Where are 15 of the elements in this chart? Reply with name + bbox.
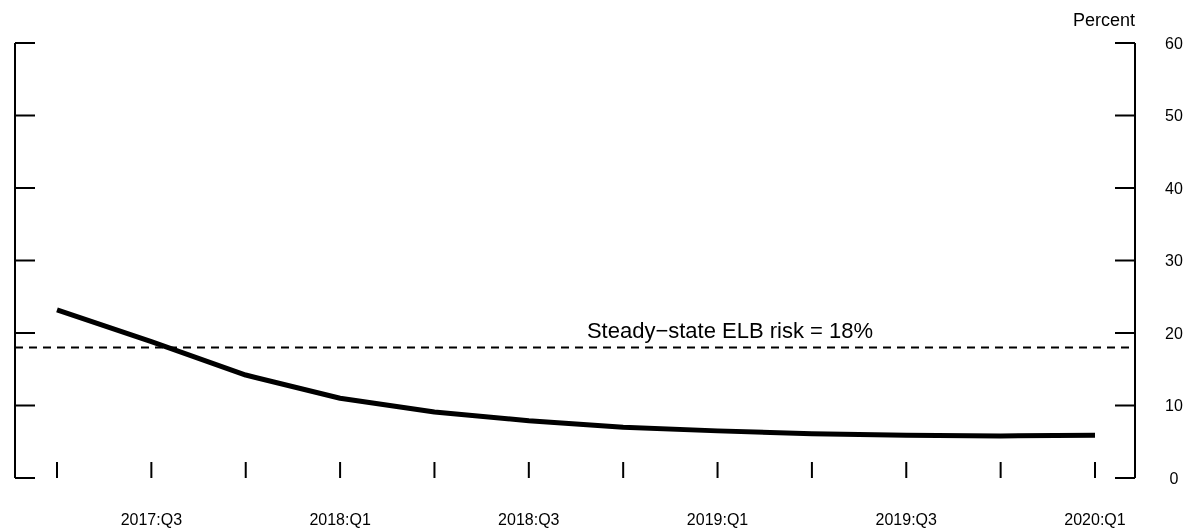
x-tick-label: 2018:Q3 — [498, 511, 560, 528]
y-tick-label: 40 — [1165, 179, 1183, 197]
x-tick-label: 2018:Q1 — [309, 511, 371, 528]
y-tick-label: 0 — [1169, 469, 1179, 487]
y-tick-label: 50 — [1165, 107, 1183, 125]
y-axis-title: Percent — [1072, 10, 1135, 30]
x-tick-label: 2019:Q1 — [686, 511, 749, 528]
y-tick-label: 20 — [1165, 324, 1183, 342]
x-tick-label: 2019:Q3 — [875, 511, 938, 528]
x-tick-label: 2020:Q1 — [1064, 511, 1126, 528]
ref-line-label: Steady−state ELB risk = 18% — [586, 317, 874, 343]
y-tick-label: 10 — [1165, 397, 1183, 415]
x-tick-label: 2017:Q3 — [120, 511, 183, 528]
y-tick-label: 60 — [1165, 34, 1183, 52]
y-tick-label: 30 — [1165, 252, 1183, 270]
